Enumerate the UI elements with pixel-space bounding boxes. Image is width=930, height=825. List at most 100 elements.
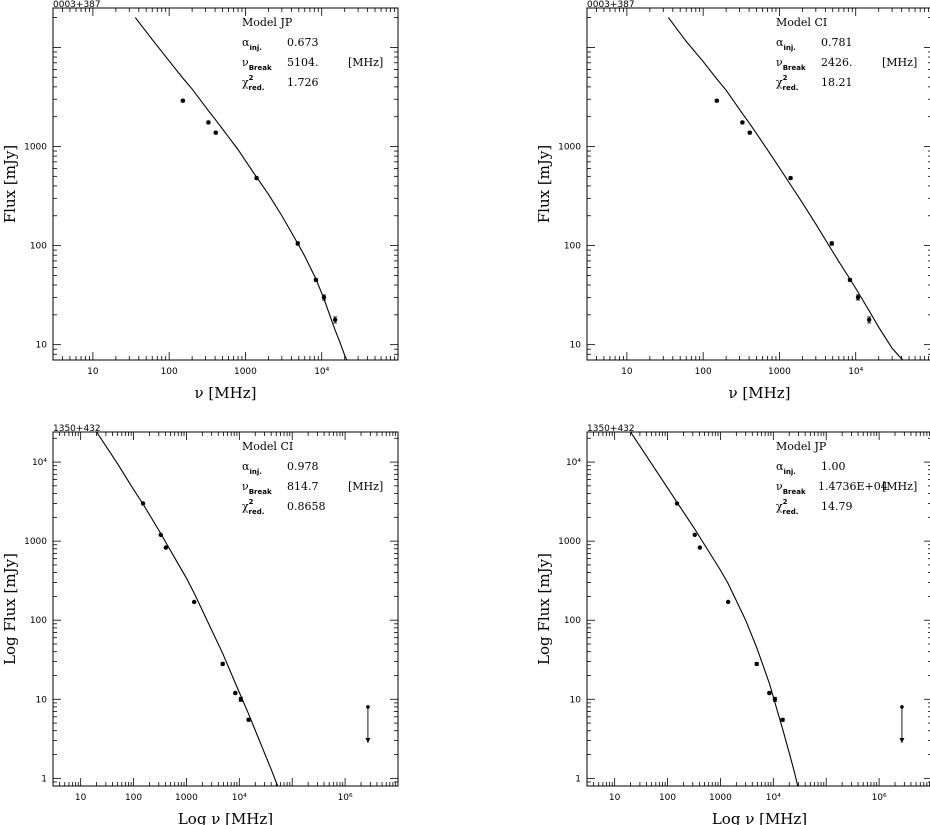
param-sub: red. (783, 508, 799, 516)
y-tick-label: 100 (564, 242, 581, 252)
data-point (321, 295, 327, 300)
param-sub: Break (249, 64, 272, 72)
plot-frame (52, 431, 399, 787)
param-sup: 2 (783, 498, 788, 506)
y-tick-label: 1 (575, 774, 581, 784)
param-sub: red. (249, 84, 265, 92)
param-value: 1.00 (821, 460, 846, 473)
data-point (697, 545, 703, 550)
param-value: 18.21 (821, 76, 853, 89)
param-symbol: χ (242, 500, 249, 513)
data-point (829, 241, 834, 246)
data-point (220, 661, 225, 667)
param-symbol: α (242, 36, 250, 49)
data-point (191, 599, 197, 605)
param-unit: [MHz] (882, 480, 917, 493)
data-point (767, 690, 772, 696)
param-label: νBreak (242, 480, 272, 496)
param-sub: inj. (249, 468, 261, 476)
panel-2: 10 100 1000 10⁴ 10 100 1000 0003+387 ν [MHz] Flux… (535, 0, 930, 402)
model-curve (667, 17, 904, 360)
param-sub: red. (783, 84, 799, 92)
plot-frame (586, 431, 930, 787)
y-tick-label: 1 (41, 774, 47, 784)
param-sub: Break (249, 488, 272, 496)
x-tick-label: 100 (659, 793, 676, 803)
data-point (866, 317, 872, 323)
y-tick-label: 100 (564, 616, 581, 626)
param-symbol: ν (776, 480, 783, 493)
source-label: 0003+387 (587, 0, 635, 10)
data-point (855, 295, 861, 300)
data-point (692, 532, 697, 538)
x-tick-label: 1000 (234, 367, 257, 377)
data-point (206, 120, 211, 125)
param-value: 1.726 (287, 76, 319, 89)
param-sub: Break (783, 64, 806, 72)
data-point (295, 241, 300, 246)
data-point (714, 98, 720, 103)
data-point (140, 501, 146, 506)
x-tick-label: 10 (87, 367, 99, 377)
x-tick-label: 10⁶ (338, 793, 353, 803)
x-tick-label: 10⁴ (848, 367, 863, 377)
data-point (772, 697, 778, 702)
param-value: 814.7 (287, 480, 319, 493)
data-point (332, 317, 338, 323)
data-point (847, 277, 853, 283)
param-label: νBreak (776, 480, 806, 496)
param-unit: [MHz] (348, 480, 383, 493)
y-tick-label: 100 (30, 616, 47, 626)
data-point (238, 697, 244, 702)
y-tick-label: 100 (30, 242, 47, 252)
param-label: νBreak (776, 56, 806, 72)
param-sup: 2 (783, 74, 788, 82)
param-value: 5104. (287, 56, 319, 69)
param-value: 0.781 (821, 36, 853, 49)
param-sub: inj. (783, 468, 795, 476)
y-axis-title: Log Flux [mJy] (1, 553, 19, 665)
param-symbol: α (776, 460, 784, 473)
param-symbol: ν (242, 56, 249, 69)
data-point (788, 175, 793, 181)
param-label: αinj. (242, 460, 262, 476)
y-axis-title: Log Flux [mJy] (535, 553, 553, 665)
param-value: 1.4736E+04 (818, 480, 888, 493)
x-axis-title: Log ν [MHz] (712, 810, 807, 825)
y-tick-label: 10 (36, 341, 48, 351)
y-tick-label: 10 (570, 695, 582, 705)
x-tick-label: 100 (695, 367, 712, 377)
plot-frame (586, 7, 930, 361)
param-unit: [MHz] (348, 56, 383, 69)
data-point (747, 130, 752, 135)
param-label: αinj. (776, 460, 796, 476)
source-label: 0003+387 (53, 0, 101, 10)
param-sub: red. (249, 508, 265, 516)
data-point (213, 130, 218, 135)
param-symbol: χ (776, 500, 783, 513)
param-label: αinj. (776, 36, 796, 52)
data-point (754, 661, 759, 667)
y-tick-label: 10 (570, 341, 582, 351)
x-tick-label: 1000 (768, 367, 791, 377)
x-tick-label: 10⁶ (872, 793, 887, 803)
x-tick-label: 1000 (709, 793, 732, 803)
param-value: 14.79 (821, 500, 853, 513)
x-tick-label: 10 (75, 793, 87, 803)
y-tick-label: 1000 (558, 143, 581, 153)
source-label: 1350+432 (587, 424, 635, 434)
y-tick-label: 10⁴ (32, 458, 47, 468)
data-point (725, 599, 731, 605)
param-label: χ2 red. (242, 498, 264, 516)
param-symbol: χ (776, 76, 783, 89)
data-point (246, 717, 251, 722)
data-point (740, 120, 745, 125)
model-curve (96, 432, 279, 786)
upper-limit-arrow (365, 737, 371, 743)
param-sup: 2 (249, 498, 254, 506)
x-tick-label: 1000 (175, 793, 198, 803)
model-curve (630, 432, 799, 786)
panel-1: 10 100 1000 10⁴ 10 100 1000 0003+387 ν [MHz] Flux… (1, 0, 399, 402)
param-label: χ2 red. (242, 74, 264, 92)
source-label: 1350+432 (53, 424, 101, 434)
